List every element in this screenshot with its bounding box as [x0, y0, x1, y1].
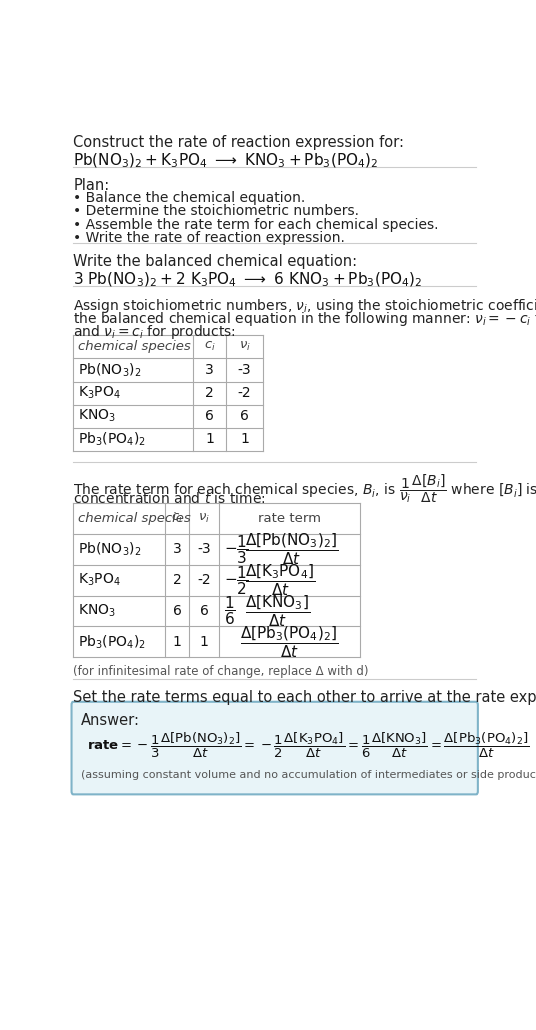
- Text: $\mathrm{Pb(NO_3)_2}$: $\mathrm{Pb(NO_3)_2}$: [78, 362, 141, 379]
- Text: 1: 1: [173, 634, 182, 649]
- Text: chemical species: chemical species: [78, 340, 191, 353]
- Text: $\nu_i$: $\nu_i$: [239, 340, 250, 353]
- Text: Plan:: Plan:: [73, 178, 109, 194]
- Text: rate term: rate term: [258, 512, 321, 525]
- Text: 6: 6: [200, 604, 209, 618]
- Text: $\dfrac{\Delta[\mathrm{K_3PO_4}]}{\Delta t}$: $\dfrac{\Delta[\mathrm{K_3PO_4}]}{\Delta…: [245, 562, 316, 598]
- Text: $\dfrac{1}{6}$: $\dfrac{1}{6}$: [224, 594, 235, 627]
- Text: Construct the rate of reaction expression for:: Construct the rate of reaction expressio…: [73, 135, 404, 150]
- Text: and $\nu_i = c_i$ for products:: and $\nu_i = c_i$ for products:: [73, 323, 236, 341]
- Text: • Balance the chemical equation.: • Balance the chemical equation.: [73, 192, 306, 205]
- Text: concentration and $t$ is time:: concentration and $t$ is time:: [73, 491, 266, 506]
- Text: $\dfrac{\Delta[\mathrm{Pb_3(PO_4)_2}]}{\Delta t}$: $\dfrac{\Delta[\mathrm{Pb_3(PO_4)_2}]}{\…: [240, 624, 339, 659]
- Text: $\mathrm{K_3PO_4}$: $\mathrm{K_3PO_4}$: [78, 572, 121, 588]
- Text: $\mathrm{Pb(NO_3)_2}$: $\mathrm{Pb(NO_3)_2}$: [78, 541, 141, 558]
- Text: $\mathrm{3\ Pb(NO_3)_2 + 2\ K_3PO_4 \ \longrightarrow \ 6\ KNO_3 + Pb_3(PO_4)_2}: $\mathrm{3\ Pb(NO_3)_2 + 2\ K_3PO_4 \ \l…: [73, 271, 423, 289]
- Text: 3: 3: [205, 363, 214, 377]
- Text: $\nu_i$: $\nu_i$: [198, 512, 210, 525]
- Text: 6: 6: [205, 409, 214, 423]
- Text: Answer:: Answer:: [81, 713, 140, 727]
- Text: $\mathbf{rate} = -\dfrac{1}{3}\dfrac{\Delta[\mathrm{Pb(NO_3)_2}]}{\Delta t} = -\: $\mathbf{rate} = -\dfrac{1}{3}\dfrac{\De…: [87, 730, 530, 759]
- Text: $-\dfrac{1}{3}$: $-\dfrac{1}{3}$: [224, 533, 248, 565]
- Text: Set the rate terms equal to each other to arrive at the rate expression:: Set the rate terms equal to each other t…: [73, 689, 536, 705]
- Text: $\mathrm{Pb_3(PO_4)_2}$: $\mathrm{Pb_3(PO_4)_2}$: [78, 431, 146, 448]
- Text: -2: -2: [197, 574, 211, 587]
- Text: 1: 1: [205, 433, 214, 446]
- Text: $\mathrm{Pb(NO_3)_2 + K_3PO_4 \ \longrightarrow \ KNO_3 + Pb_3(PO_4)_2}$: $\mathrm{Pb(NO_3)_2 + K_3PO_4 \ \longrig…: [73, 152, 379, 171]
- Text: chemical species: chemical species: [78, 512, 191, 525]
- Text: • Write the rate of reaction expression.: • Write the rate of reaction expression.: [73, 231, 345, 245]
- Text: -2: -2: [237, 386, 251, 400]
- Text: the balanced chemical equation in the following manner: $\nu_i = -c_i$ for react: the balanced chemical equation in the fo…: [73, 310, 536, 328]
- Text: The rate term for each chemical species, $B_i$, is $\dfrac{1}{\nu_i}\dfrac{\Delt: The rate term for each chemical species,…: [73, 473, 536, 505]
- Text: $c_i$: $c_i$: [171, 512, 183, 525]
- Text: $\mathrm{KNO_3}$: $\mathrm{KNO_3}$: [78, 603, 116, 619]
- Text: (assuming constant volume and no accumulation of intermediates or side products): (assuming constant volume and no accumul…: [81, 770, 536, 781]
- Text: Assign stoichiometric numbers, $\nu_i$, using the stoichiometric coefficients, $: Assign stoichiometric numbers, $\nu_i$, …: [73, 297, 536, 315]
- Text: 3: 3: [173, 543, 181, 556]
- Text: • Assemble the rate term for each chemical species.: • Assemble the rate term for each chemic…: [73, 217, 438, 232]
- Text: $\mathrm{Pb_3(PO_4)_2}$: $\mathrm{Pb_3(PO_4)_2}$: [78, 633, 146, 651]
- Text: $\mathrm{KNO_3}$: $\mathrm{KNO_3}$: [78, 408, 116, 424]
- Text: 6: 6: [240, 409, 249, 423]
- Text: 2: 2: [173, 574, 181, 587]
- Text: 1: 1: [200, 634, 209, 649]
- Text: $c_i$: $c_i$: [204, 340, 215, 353]
- Text: 2: 2: [205, 386, 214, 400]
- Text: -3: -3: [237, 363, 251, 377]
- Text: 6: 6: [173, 604, 182, 618]
- Text: $-\dfrac{1}{2}$: $-\dfrac{1}{2}$: [224, 563, 248, 596]
- Text: -3: -3: [197, 543, 211, 556]
- Text: 1: 1: [240, 433, 249, 446]
- Text: Write the balanced chemical equation:: Write the balanced chemical equation:: [73, 253, 358, 269]
- Text: $\dfrac{\Delta[\mathrm{KNO_3}]}{\Delta t}$: $\dfrac{\Delta[\mathrm{KNO_3}]}{\Delta t…: [245, 593, 310, 629]
- Text: • Determine the stoichiometric numbers.: • Determine the stoichiometric numbers.: [73, 204, 359, 218]
- Text: (for infinitesimal rate of change, replace Δ with d): (for infinitesimal rate of change, repla…: [73, 665, 369, 678]
- Text: $\mathrm{K_3PO_4}$: $\mathrm{K_3PO_4}$: [78, 385, 121, 402]
- Text: $\dfrac{\Delta[\mathrm{Pb(NO_3)_2}]}{\Delta t}$: $\dfrac{\Delta[\mathrm{Pb(NO_3)_2}]}{\De…: [245, 531, 339, 568]
- FancyBboxPatch shape: [71, 701, 478, 794]
